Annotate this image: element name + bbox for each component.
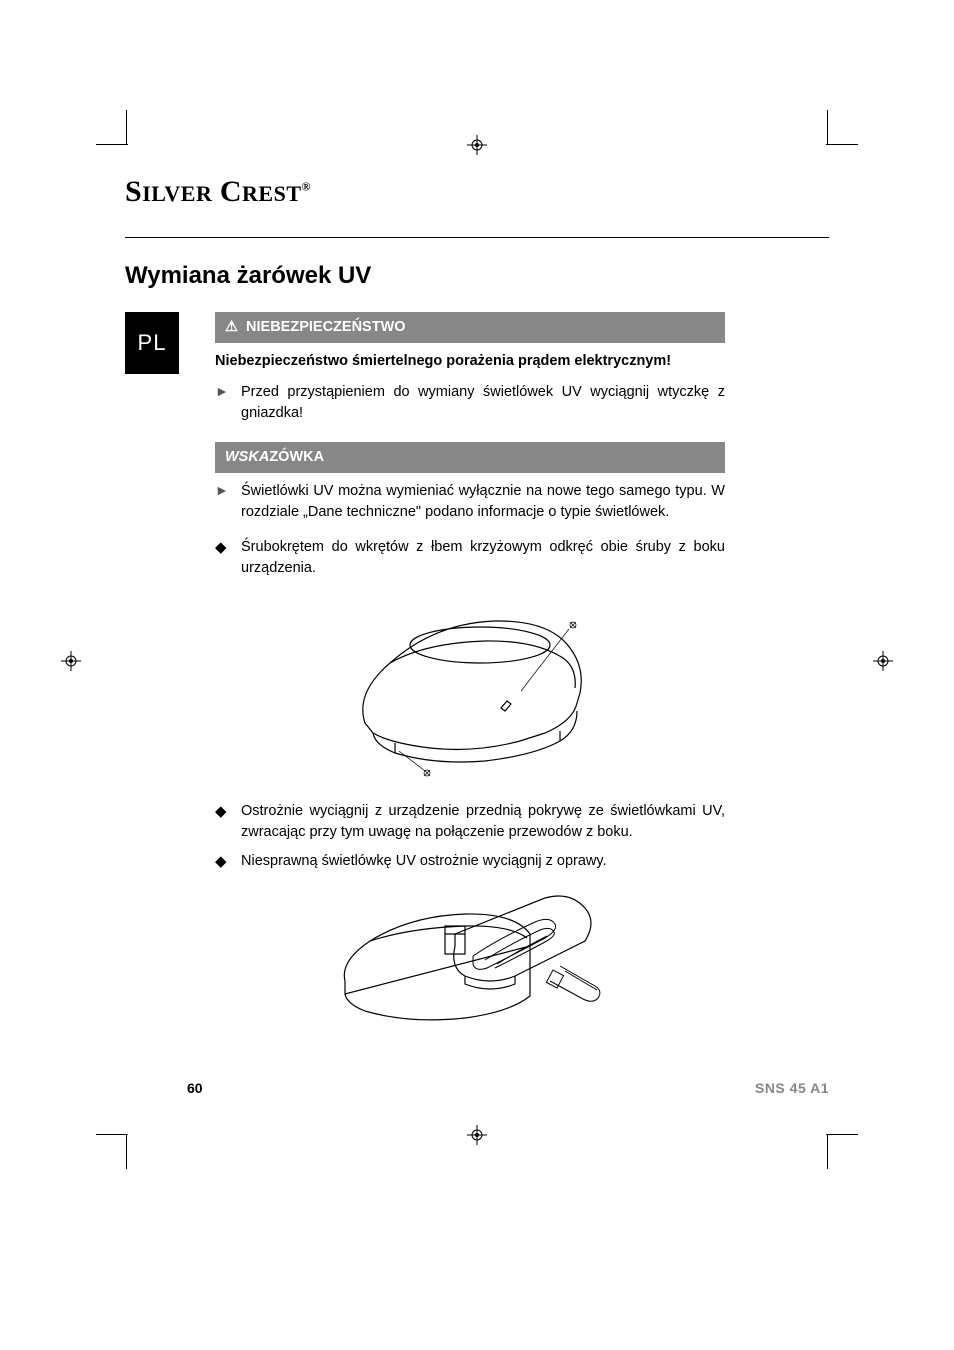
registration-mark-icon xyxy=(466,134,488,156)
registration-mark-icon xyxy=(466,1124,488,1146)
step-text: Śrubokrętem do wkrętów z łbem krzyżowym … xyxy=(241,537,725,579)
crop-mark xyxy=(826,144,858,145)
brand-logo: SILVER CREST® xyxy=(125,175,829,209)
brand-reg: ® xyxy=(302,180,311,194)
page-number: 60 xyxy=(187,1080,203,1096)
note-banner: WSKAZÓWKA xyxy=(215,442,725,473)
diamond-bullet-icon: ◆ xyxy=(215,801,231,822)
danger-item-text: Przed przystąpieniem do wymiany świetlów… xyxy=(241,382,725,424)
registration-mark-icon xyxy=(872,650,894,672)
crop-mark xyxy=(126,110,127,144)
crop-mark xyxy=(96,1134,128,1135)
step-text: Ostrożnie wyciągnij z urządzenie przedni… xyxy=(241,801,725,843)
header-rule xyxy=(125,237,829,238)
crop-mark xyxy=(827,1135,828,1169)
danger-banner-label: NIEBEZPIECZEŃSTWO xyxy=(246,319,406,335)
step-text: Niesprawną świetlówkę UV ostrożnie wycią… xyxy=(241,851,607,872)
device-closed-illustration xyxy=(325,593,615,783)
triangle-bullet-icon: ► xyxy=(215,481,231,501)
section-title: Wymiana żarówek UV xyxy=(125,262,829,290)
step-item: ◆ Śrubokrętem do wkrętów z łbem krzyżowy… xyxy=(215,537,725,579)
crop-mark xyxy=(96,144,128,145)
diamond-bullet-icon: ◆ xyxy=(215,537,231,558)
crop-mark xyxy=(126,1135,127,1169)
model-number: SNS 45 A1 xyxy=(755,1080,829,1096)
device-open-illustration xyxy=(315,886,625,1046)
registration-mark-icon xyxy=(60,650,82,672)
danger-item: ► Przed przystąpieniem do wymiany świetl… xyxy=(215,382,725,424)
page-content: SILVER CREST® Wymiana żarówek UV ⚠ NIEBE… xyxy=(125,175,829,1064)
note-item-text: Świetlówki UV można wymieniać wyłącznie … xyxy=(241,481,725,523)
warning-icon: ⚠ xyxy=(225,319,238,335)
note-banner-rest: ZÓWKA xyxy=(269,449,324,465)
crop-mark xyxy=(827,110,828,144)
danger-banner: ⚠ NIEBEZPIECZEŃSTWO xyxy=(215,312,725,343)
danger-subtitle: Niebezpieczeństwo śmiertelnego porażenia… xyxy=(215,343,725,378)
diamond-bullet-icon: ◆ xyxy=(215,851,231,872)
crop-mark xyxy=(826,1134,858,1135)
page-footer: 60 SNS 45 A1 xyxy=(125,1080,829,1096)
note-banner-italic: WSKA xyxy=(225,449,269,465)
note-item: ► Świetlówki UV można wymieniać wyłączni… xyxy=(215,481,725,523)
triangle-bullet-icon: ► xyxy=(215,382,231,402)
step-item: ◆ Niesprawną świetlówkę UV ostrożnie wyc… xyxy=(215,851,725,872)
step-item: ◆ Ostrożnie wyciągnij z urządzenie przed… xyxy=(215,801,725,843)
